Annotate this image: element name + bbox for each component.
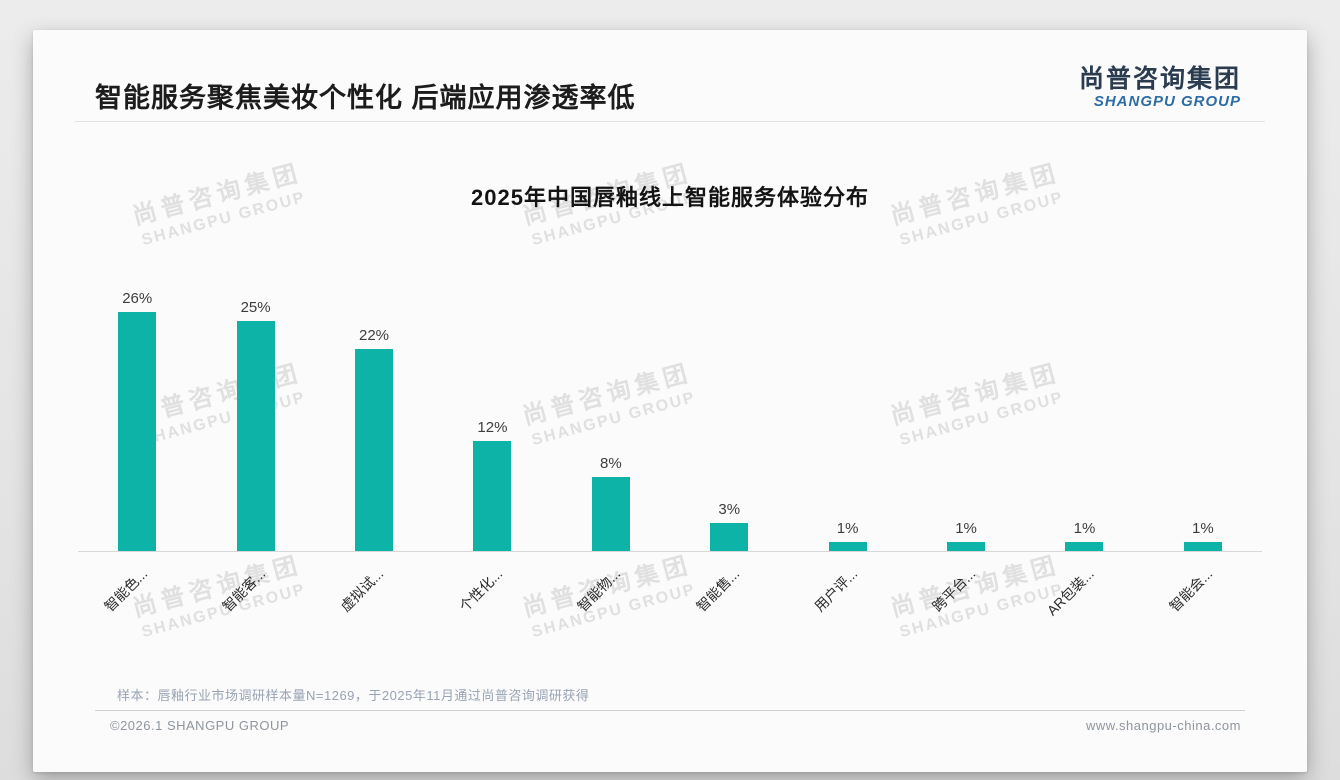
bar-column: 8% xyxy=(552,455,670,551)
x-axis-label: 智能会... xyxy=(1166,565,1216,615)
bar xyxy=(355,348,394,551)
bar-column: 1% xyxy=(907,520,1025,551)
bar xyxy=(1065,541,1104,551)
x-axis-tick: 跨平台... xyxy=(907,552,1025,652)
bar-value-label: 3% xyxy=(718,501,741,519)
x-axis-label: 智能客... xyxy=(219,565,269,615)
brand-logo-cn: 尚普咨询集团 xyxy=(1078,65,1241,93)
x-axis-label: 虚拟试... xyxy=(337,565,387,615)
bar-value-label: 8% xyxy=(599,455,622,473)
x-axis-label: 智能售... xyxy=(692,565,742,615)
brand-logo-en: SHANGPU GROUP xyxy=(1093,92,1241,110)
bar-value-label: 1% xyxy=(836,519,859,537)
bar-value-label: 1% xyxy=(1073,519,1096,537)
bar xyxy=(1183,541,1222,551)
x-axis-tick: 虚拟试... xyxy=(315,552,433,652)
bar-value-label: 25% xyxy=(240,299,271,316)
x-axis-label: AR包装... xyxy=(1044,565,1098,619)
bar-column: 1% xyxy=(1144,520,1262,551)
bar-chart-plot-area: 26% 25% 22% 12% 8% 3% 1% 1% 1% 1% xyxy=(78,265,1262,552)
bar xyxy=(473,440,512,551)
bar xyxy=(591,477,630,551)
page-title: 智能服务聚焦美妆个性化 后端应用渗透率低 xyxy=(95,83,636,113)
bar-value-label: 22% xyxy=(359,326,390,344)
x-axis-tick: 用户评... xyxy=(788,552,906,652)
x-axis-label: 个性化... xyxy=(455,565,506,615)
x-axis-tick: 智能物... xyxy=(552,552,670,652)
x-axis-tick: AR包装... xyxy=(1025,552,1143,652)
bar xyxy=(118,311,157,551)
bar-column: 1% xyxy=(1025,520,1143,551)
bar-value-label: 1% xyxy=(1192,519,1214,537)
copyright-text: ©2026.1 SHANGPU GROUP xyxy=(110,718,290,733)
bar xyxy=(710,523,749,551)
x-axis-label: 跨平台... xyxy=(929,565,979,615)
footer-divider xyxy=(95,710,1245,711)
bar-column: 25% xyxy=(196,299,314,551)
bar xyxy=(236,321,275,551)
website-url: www.shangpu-china.com xyxy=(1085,718,1241,733)
brand-logo: 尚普咨询集团 SHANGPU GROUP xyxy=(1078,65,1241,110)
bar-value-label: 26% xyxy=(122,289,153,307)
x-axis-tick: 个性化... xyxy=(433,552,551,652)
slide-content: 智能服务聚焦美妆个性化 后端应用渗透率低 尚普咨询集团 SHANGPU GROU… xyxy=(33,30,1307,772)
chart-title: 2025年中国唇釉线上智能服务体验分布 xyxy=(471,185,869,210)
slide-card: 尚普咨询集团 SHANGPU GROUP 尚普咨询集团 SHANGPU GROUP 尚普… xyxy=(33,30,1307,772)
bar-column: 22% xyxy=(315,327,433,551)
x-axis-label: 用户评... xyxy=(811,565,861,615)
bar-column: 3% xyxy=(670,501,788,551)
x-axis-tick: 智能会... xyxy=(1144,552,1262,652)
bar xyxy=(947,541,986,551)
sample-note: 样本：唇釉行业市场调研样本量N=1269，于2025年11月通过尚普咨询调研获得 xyxy=(117,688,590,703)
x-axis-tick: 智能色... xyxy=(78,552,196,652)
x-axis: 智能色... 智能客... 虚拟试... 个性化... 智能物... 智能售... 用户评.… xyxy=(78,552,1262,652)
x-axis-tick: 智能售... xyxy=(670,552,788,652)
bar-value-label: 12% xyxy=(477,418,508,436)
bar-column: 1% xyxy=(788,520,906,551)
bar-chart: 26% 25% 22% 12% 8% 3% 1% 1% 1% 1% 智能色... 智能客... 虚拟试… xyxy=(78,265,1262,652)
bar-value-label: 1% xyxy=(955,519,977,537)
x-axis-label: 智能色... xyxy=(100,565,150,615)
footer: ©2026.1 SHANGPU GROUP www.shangpu-china.… xyxy=(110,718,1241,733)
x-axis-tick: 智能客... xyxy=(196,552,314,652)
bar-column: 12% xyxy=(433,419,551,551)
x-axis-label: 智能物... xyxy=(574,565,624,615)
bar-column: 26% xyxy=(78,290,196,551)
bar xyxy=(828,541,867,551)
header-divider xyxy=(75,121,1265,122)
